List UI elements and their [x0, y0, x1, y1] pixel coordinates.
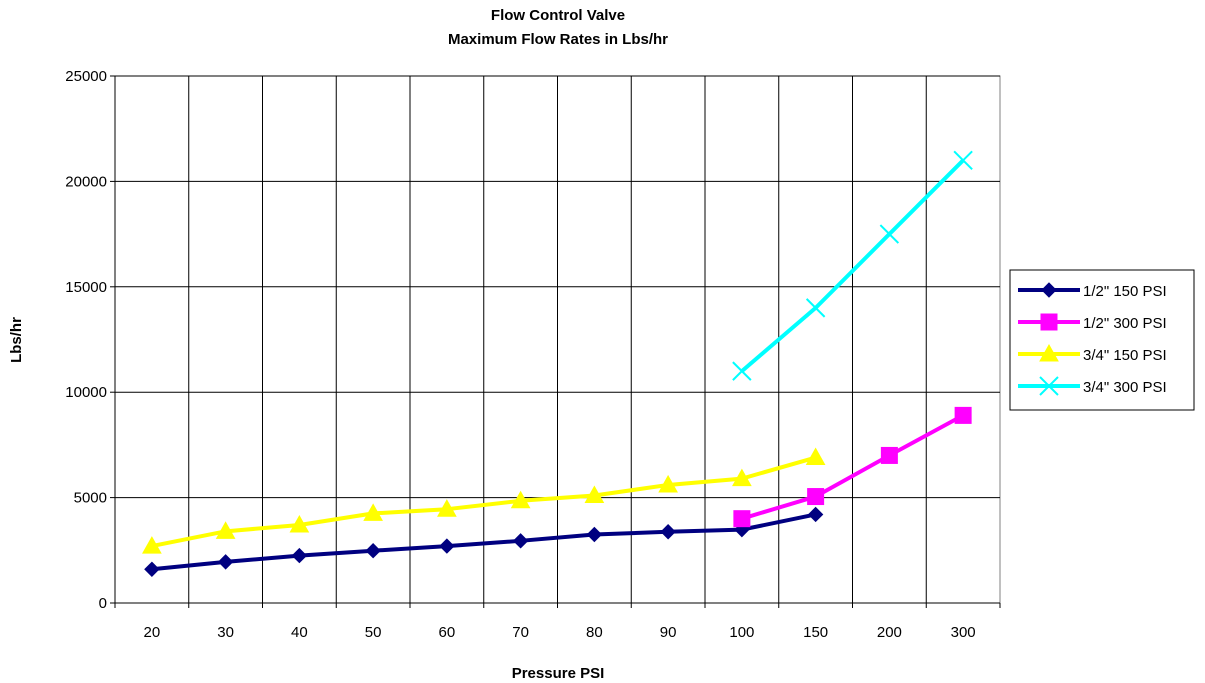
legend-label: 1/2" 150 PSI	[1083, 283, 1167, 300]
y-tick-label: 0	[99, 595, 107, 612]
data-point	[586, 526, 603, 543]
x-tick-label: 20	[144, 624, 161, 641]
plot-area: 0 5000 10000 15000 20000 25000 20 30 40 50 60 70 80 9…	[65, 68, 1001, 641]
data-point	[291, 547, 308, 564]
data-point	[217, 554, 234, 570]
x-tick-label: 30	[217, 624, 234, 641]
legend-label: 3/4" 300 PSI	[1083, 379, 1167, 396]
data-point	[365, 543, 381, 559]
legend-marker	[1039, 343, 1059, 362]
x-tick-label: 40	[291, 624, 308, 641]
legend-label: 3/4" 150 PSI	[1083, 347, 1167, 364]
data-point	[658, 474, 678, 493]
data-point	[142, 536, 162, 554]
y-tick-label: 5000	[74, 490, 107, 507]
x-tick-label: 80	[586, 624, 603, 641]
series-line	[151, 512, 817, 572]
x-tick-label: 60	[439, 624, 456, 641]
legend-item: 1/2" 150 PSI	[1018, 282, 1167, 300]
y-axis-title: Lbs/hr	[8, 317, 25, 363]
data-point	[954, 406, 972, 424]
legend-item: 1/2" 300 PSI	[1018, 313, 1167, 332]
data-point	[805, 298, 826, 318]
data-point	[879, 224, 900, 244]
series-3	[142, 447, 826, 554]
data-point	[439, 538, 455, 554]
series-line	[151, 455, 817, 549]
data-point	[437, 499, 457, 517]
x-tick-label: 100	[729, 624, 754, 641]
legend-marker	[1041, 282, 1057, 298]
series-2	[733, 406, 972, 528]
x-tick-label: 300	[951, 624, 976, 641]
legend-marker	[1040, 313, 1058, 331]
data-point	[733, 510, 751, 528]
y-tick-label: 10000	[65, 384, 107, 401]
y-tick-label: 20000	[65, 173, 107, 190]
data-point	[805, 447, 826, 466]
x-tick-label: 200	[877, 624, 902, 641]
y-tick-label: 25000	[65, 68, 107, 85]
data-point	[880, 446, 898, 464]
series-line	[741, 413, 965, 521]
data-point	[510, 490, 531, 509]
legend: 1/2" 150 PSI 1/2" 300 PSI 3/4" 150 PSI 3/4"…	[1009, 269, 1195, 411]
data-point	[215, 521, 236, 539]
chart-subtitle: Maximum Flow Rates in Lbs/hr	[448, 31, 668, 48]
data-point	[807, 488, 825, 506]
data-point	[584, 485, 605, 503]
data-point	[289, 514, 310, 533]
legend-marker	[1039, 376, 1059, 396]
data-point	[732, 468, 752, 487]
data-point	[660, 524, 676, 540]
data-point	[144, 561, 160, 577]
x-tick-label: 90	[660, 624, 677, 641]
x-tick-label: 150	[803, 624, 828, 641]
data-point	[512, 533, 529, 549]
x-tick-label: 70	[512, 624, 529, 641]
series-line	[740, 158, 965, 373]
x-axis-title: Pressure PSI	[512, 665, 605, 682]
legend-label: 1/2" 300 PSI	[1083, 315, 1167, 332]
legend-item: 3/4" 150 PSI	[1018, 343, 1167, 364]
legend-item: 3/4" 300 PSI	[1018, 376, 1167, 396]
x-tick-label: 50	[365, 624, 382, 641]
series-4	[732, 150, 973, 381]
data-point	[732, 361, 752, 381]
y-tick-label: 15000	[65, 279, 107, 296]
data-point	[807, 506, 824, 523]
chart-title: Flow Control Valve	[491, 7, 625, 24]
data-point	[953, 150, 973, 171]
data-point	[363, 503, 383, 521]
